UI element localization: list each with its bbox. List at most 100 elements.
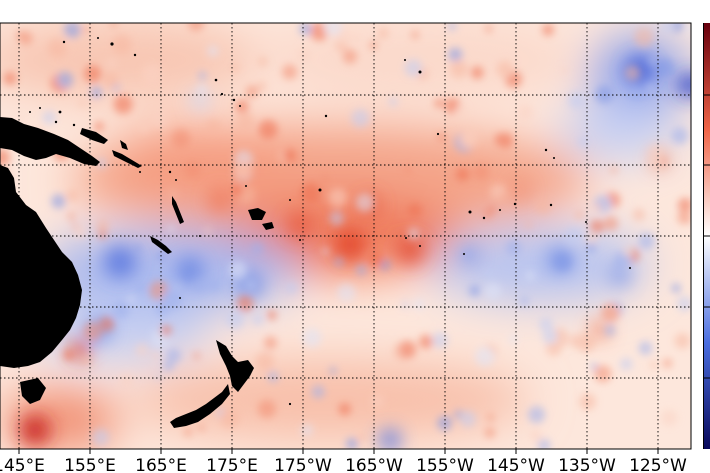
- anomaly-speckle-cell: [369, 41, 378, 50]
- anomaly-speckle-cell: [542, 23, 554, 36]
- anomaly-speckle-cell: [538, 317, 554, 332]
- x-tick-label: 175°E: [206, 456, 258, 473]
- anomaly-speckle-cell: [106, 58, 117, 69]
- anomaly-speckle-cell: [474, 346, 495, 367]
- anomaly-speckle-cell: [188, 23, 205, 32]
- anomaly-speckle-cell: [42, 110, 56, 125]
- anomaly-speckle-cell: [322, 247, 330, 255]
- anomaly-field: [0, 23, 691, 449]
- anomaly-speckle-cell: [560, 66, 568, 74]
- anomaly-speckle-cell: [450, 60, 468, 79]
- anomaly-speckle-cell: [94, 121, 104, 132]
- anomaly-speckle-cell: [329, 211, 344, 226]
- anomaly-speckle-cell: [142, 63, 163, 84]
- anomaly-speckle-cell: [629, 87, 643, 101]
- anomaly-speckle-cell: [264, 336, 277, 350]
- anomaly-speckle-cell: [455, 167, 470, 182]
- anomaly-speckle-cell: [338, 402, 351, 416]
- anomaly-speckle-cell: [96, 157, 107, 169]
- anomaly-speckle-cell: [245, 279, 257, 291]
- anomaly-speckle-cell: [434, 98, 444, 108]
- anomaly-speckle-cell: [91, 428, 110, 447]
- anomaly-speckle-cell: [19, 31, 33, 45]
- anomaly-speckle-cell: [601, 303, 621, 322]
- anomaly-speckle-cell: [462, 249, 473, 260]
- anomaly-speckle-cell: [167, 224, 176, 233]
- anomaly-speckle-cell: [166, 348, 181, 364]
- anomaly-speckle-cell: [377, 27, 389, 39]
- anomaly-speckle-cell: [345, 437, 359, 449]
- anomaly-speckle-cell: [355, 264, 367, 276]
- anomaly-speckle-cell: [489, 205, 496, 213]
- anomaly-speckle-cell: [648, 144, 664, 160]
- anomaly-speckle-cell: [3, 71, 17, 85]
- anomaly-speckle-cell: [18, 115, 25, 122]
- anomaly-speckle-cell: [198, 71, 207, 80]
- anomaly-speckle-cell: [638, 232, 655, 250]
- anomaly-speckle-cell: [283, 148, 297, 163]
- anomaly-speckle-cell: [301, 424, 313, 436]
- anomaly-speckle-cell: [678, 197, 691, 213]
- anomaly-speckle-cell: [431, 332, 448, 349]
- anomaly-speckle-cell: [411, 30, 420, 39]
- colorbar-ticks: [704, 94, 710, 379]
- x-tick-label: 125°W: [629, 456, 687, 473]
- anomaly-speckle-cell: [594, 365, 612, 383]
- anomaly-speckle-cell: [567, 91, 585, 109]
- anomaly-speckle-cell: [603, 216, 619, 231]
- anomaly-speckle-cell: [685, 24, 691, 34]
- anomaly-speckle-cell: [234, 162, 252, 180]
- anomaly-speckle-cell: [569, 334, 585, 349]
- anomaly-speckle-cell: [470, 66, 484, 79]
- colorbar: [703, 23, 710, 449]
- anomaly-speckle-cell: [574, 210, 585, 220]
- anomaly-speckle-cell: [127, 295, 135, 304]
- anomaly-speckle-cell: [228, 261, 247, 279]
- anomaly-speckle-cell: [401, 300, 409, 309]
- anomaly-speckle-cell: [225, 310, 245, 329]
- anomaly-speckle-cell: [207, 45, 219, 57]
- vanuatu-islands: [172, 196, 184, 224]
- anomaly-speckle-cell: [250, 242, 264, 255]
- anomaly-speckle-cell: [404, 166, 412, 174]
- anomaly-speckle-cell: [256, 81, 267, 92]
- anomaly-speckle-cell: [509, 335, 518, 344]
- anomaly-speckle-cell: [367, 250, 384, 267]
- anomaly-speckle-cell: [398, 340, 417, 359]
- anomaly-speckle-cell: [494, 133, 508, 146]
- anomaly-speckle-cell: [337, 283, 356, 302]
- anomaly-speckle-cell: [236, 295, 254, 312]
- anomaly-speckle-cell: [232, 185, 243, 196]
- anomaly-speckle-cell: [122, 41, 131, 50]
- anomaly-speckle-cell: [408, 203, 422, 217]
- anomaly-speckle-cell: [51, 194, 66, 209]
- anomaly-speckle-cell: [206, 119, 221, 134]
- anomaly-speckle-cell: [590, 219, 604, 234]
- anomaly-speckle-cell: [609, 165, 619, 175]
- anomaly-speckle-cell: [96, 219, 110, 233]
- anomaly-speckle-cell: [258, 56, 268, 67]
- anomaly-speckle-cell: [220, 409, 240, 429]
- anomaly-speckle-cell: [542, 328, 558, 344]
- anomaly-speckle-cell: [282, 64, 298, 80]
- fiji-islands: [248, 208, 266, 220]
- anomaly-speckle-cell: [620, 357, 633, 371]
- anomaly-speckle-cell: [413, 298, 425, 310]
- anomaly-speckle-cell: [198, 424, 206, 432]
- anomaly-speckle-cell: [537, 439, 551, 449]
- anomaly-speckle-cell: [230, 63, 240, 72]
- anomaly-speckle-cell: [519, 296, 530, 306]
- anomaly-speckle: [0, 23, 691, 449]
- anomaly-speckle-cell: [81, 356, 92, 366]
- anomaly-speckle-cell: [604, 324, 616, 337]
- anomaly-speckle-cell: [564, 226, 583, 246]
- anomaly-speckle-cell: [182, 270, 192, 280]
- anomaly-speckle-cell: [648, 57, 656, 65]
- anomaly-speckle-cell: [525, 221, 532, 229]
- anomaly-speckle-cell: [528, 406, 546, 424]
- anomaly-speckle-cell: [135, 343, 149, 357]
- new-guinea-landmass: [0, 117, 100, 166]
- anomaly-speckle-cell: [579, 393, 596, 411]
- anomaly-speckle-cell: [438, 133, 446, 141]
- x-tick-label: 145°W: [487, 456, 545, 473]
